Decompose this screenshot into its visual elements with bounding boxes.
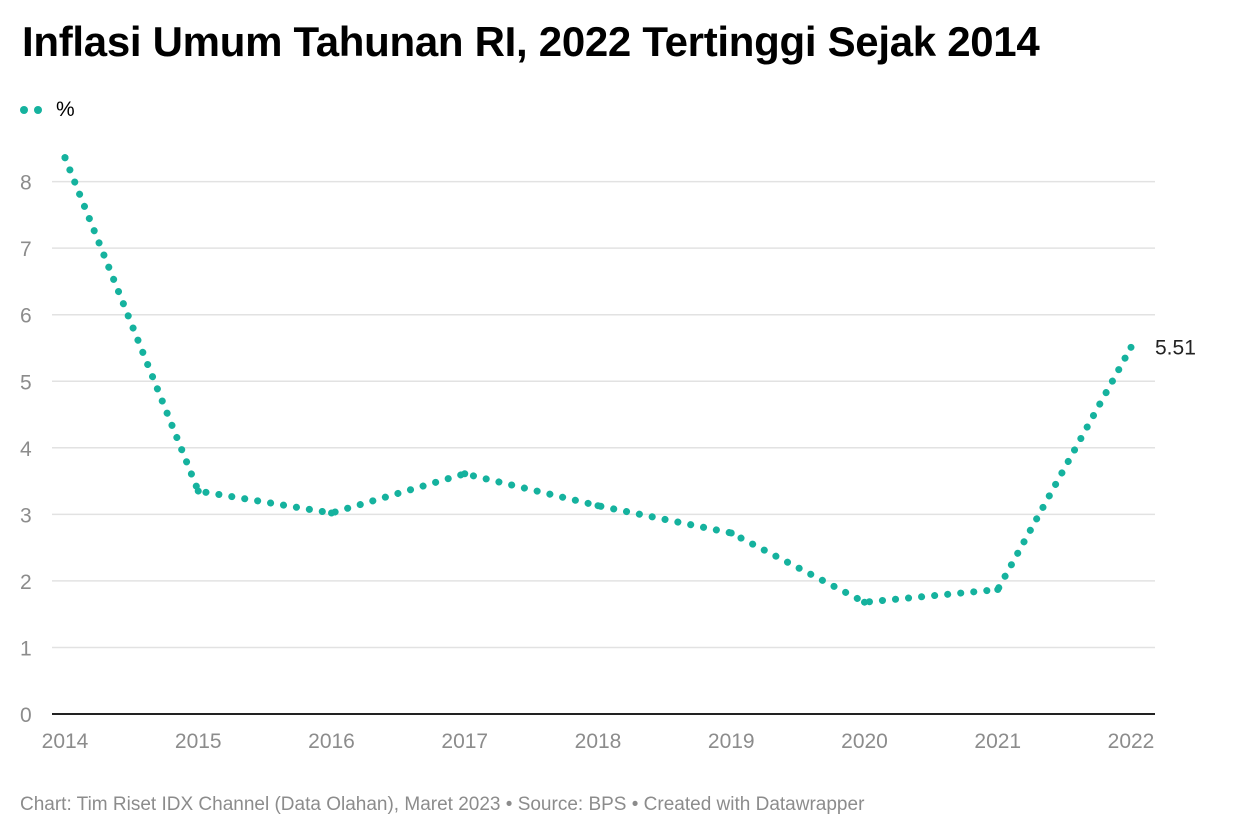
- y-tick-labels: 0 1 2 3 4 5 6 7 8: [20, 172, 32, 727]
- data-point: [1127, 343, 1135, 351]
- data-labels: 5.51: [1155, 336, 1196, 359]
- x-tick-label: 2016: [308, 730, 355, 753]
- y-tick-label: 4: [20, 438, 32, 461]
- data-point: [61, 154, 69, 162]
- y-tick-label: 3: [20, 504, 32, 527]
- y-tick-label: 1: [20, 637, 32, 660]
- x-tick-label: 2022: [1108, 730, 1155, 753]
- x-tick-label: 2015: [175, 730, 222, 753]
- data-point: [461, 470, 469, 478]
- legend: %: [20, 98, 75, 122]
- series-lines: [61, 154, 1135, 606]
- data-point: [194, 487, 202, 495]
- x-tick-label: 2020: [841, 730, 888, 753]
- legend-label: %: [56, 98, 75, 121]
- x-tick-label: 2017: [441, 730, 488, 753]
- legend-swatch: [20, 106, 42, 114]
- y-tick-label: 8: [20, 172, 32, 195]
- y-tick-label: 0: [20, 704, 32, 727]
- series-line: [61, 154, 1135, 606]
- grid-lines: [52, 180, 1155, 715]
- x-tick-labels: 2014 2015 2016 2017 2018 2019 2020 2021 2022: [42, 730, 1155, 753]
- chart-footer: Chart: Tim Riset IDX Channel (Data Olaha…: [20, 794, 865, 815]
- x-tick-label: 2019: [708, 730, 755, 753]
- data-point: [328, 509, 335, 517]
- y-tick-label: 5: [20, 371, 32, 394]
- data-point: [727, 529, 735, 537]
- x-tick-label: 2014: [42, 730, 89, 753]
- y-tick-label: 2: [20, 571, 32, 594]
- chart-title: Inflasi Umum Tahunan RI, 2022 Tertinggi …: [22, 18, 1040, 65]
- data-point: [861, 598, 868, 606]
- x-tick-label: 2018: [575, 730, 622, 753]
- x-tick-label: 2021: [974, 730, 1021, 753]
- y-tick-label: 6: [20, 305, 32, 328]
- data-point: [994, 586, 1002, 594]
- y-tick-label: 7: [20, 238, 32, 261]
- data-label: 5.51: [1155, 336, 1196, 359]
- data-point: [594, 502, 602, 510]
